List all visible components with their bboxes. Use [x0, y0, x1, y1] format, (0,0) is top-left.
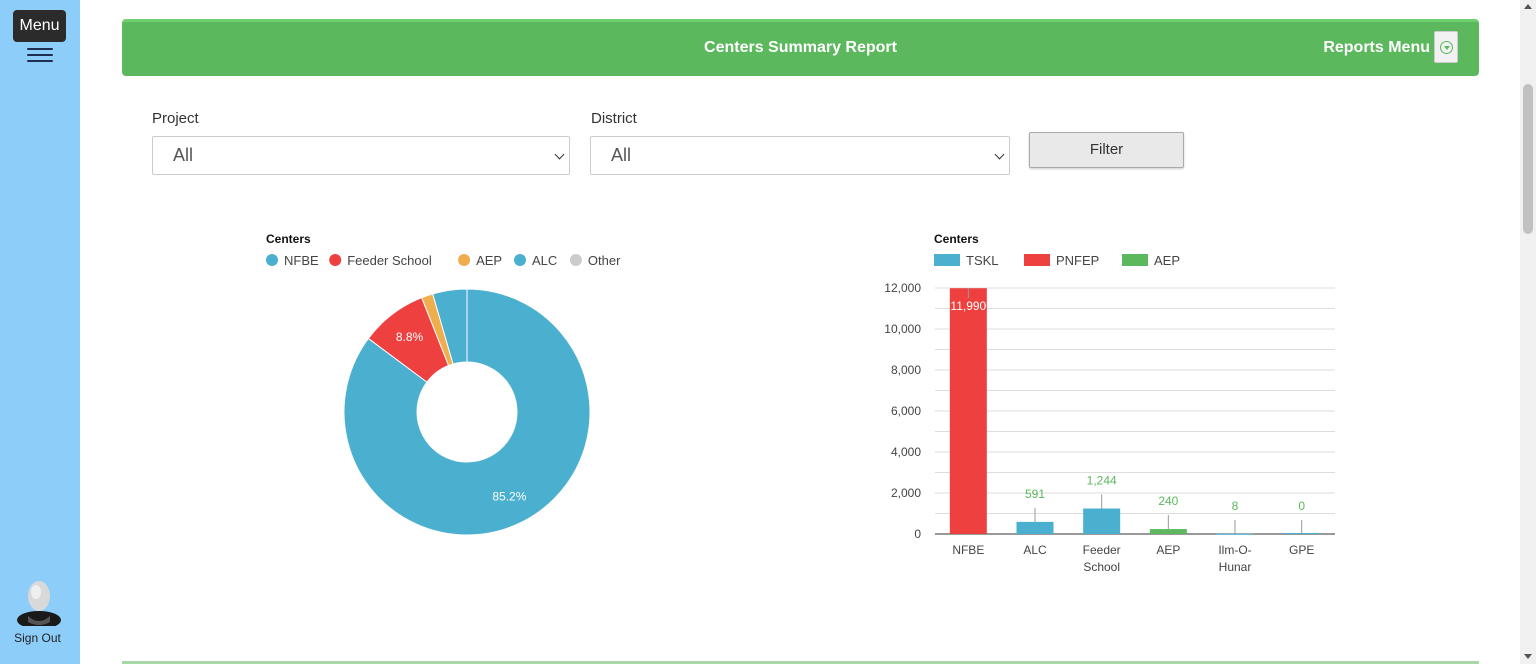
pie-slice-alc[interactable]	[432, 288, 468, 365]
scroll-thumb[interactable]	[1523, 84, 1533, 234]
chevron-down-icon	[994, 149, 1005, 160]
hamburger-icon[interactable]	[27, 48, 53, 64]
pie-legend-label: Feeder School	[347, 253, 432, 268]
sidebar: Menu Sign Out	[0, 0, 80, 664]
page-title: Centers Summary Report	[704, 39, 897, 56]
sign-out-link[interactable]: Sign Out	[14, 631, 61, 645]
bar-y-tick-label: 4,000	[891, 445, 921, 459]
pie-legend-label: AEP	[476, 253, 502, 268]
pie-legend-label: Other	[588, 253, 621, 268]
bar-pnfep[interactable]	[949, 288, 987, 534]
bar-y-tick-label: 2,000	[891, 486, 921, 500]
pie-legend-item[interactable]: ALC	[514, 253, 557, 268]
pie-legend-item[interactable]: Other	[569, 253, 621, 268]
bar-x-tick-label: ALC	[1023, 543, 1047, 557]
pie-legend-label: ALC	[532, 253, 557, 268]
pie-legend-label: NFBE	[284, 253, 319, 268]
pie-legend-swatch	[569, 254, 582, 266]
bar-legend-swatch	[1024, 254, 1050, 266]
filter-button[interactable]: Filter	[1029, 132, 1184, 168]
bar-legend-swatch	[934, 254, 960, 266]
bar-x-tick-label: GPE	[1289, 543, 1314, 557]
pie-slice-nfbe[interactable]	[343, 288, 591, 536]
district-select-value: All	[611, 145, 632, 165]
bar-legend-swatch	[1122, 254, 1148, 266]
bar-y-tick-label: 0	[914, 527, 921, 541]
bar-legend-title: Centers	[934, 232, 979, 246]
pie-legend-swatch	[266, 254, 278, 266]
project-select-value: All	[173, 145, 194, 165]
pie-legend-swatch	[514, 254, 526, 266]
bar-legend-item[interactable]: TSKL	[934, 253, 999, 268]
chevron-down-circle-icon	[1440, 41, 1453, 54]
pie-legend-swatch	[329, 254, 342, 266]
bar-tskl[interactable]	[1216, 533, 1254, 535]
bar-tskl[interactable]	[1016, 521, 1054, 534]
bar-x-tick-label: AEP	[1156, 543, 1180, 557]
bar-legend-label: PNFEP	[1056, 253, 1099, 268]
reports-menu-label[interactable]: Reports Menu	[1323, 39, 1430, 56]
bar-x-tick-label: Feeder School	[1083, 543, 1121, 574]
next-section-border	[122, 661, 1479, 664]
chevron-down-icon	[554, 149, 565, 160]
reports-menu-toggle[interactable]	[1434, 31, 1458, 63]
scroll-down-arrow-icon[interactable]	[1524, 654, 1532, 659]
project-label: Project	[152, 110, 199, 127]
centers-donut-chart: Centers NFBE Feeder School AEP ALC Other 85.2%…	[266, 232, 621, 536]
pie-legend-title: Centers	[266, 232, 311, 246]
bar-aep[interactable]	[1149, 529, 1187, 534]
report-header: Centers Summary Report Reports Menu	[122, 19, 1479, 76]
menu-button[interactable]: Menu	[13, 10, 66, 42]
district-label: District	[591, 110, 637, 127]
project-select[interactable]: All	[152, 136, 570, 175]
bar-legend-item[interactable]: AEP	[1122, 253, 1180, 268]
pie-legend-item[interactable]: AEP	[458, 253, 502, 268]
bar-total-label: 1,244	[1087, 473, 1117, 487]
bar-y-tick-label: 12,000	[884, 281, 921, 295]
scroll-up-arrow-icon[interactable]	[1524, 4, 1532, 9]
pie-legend-item[interactable]: Feeder School	[329, 253, 432, 268]
bar-total-label: 0	[1298, 499, 1305, 513]
bar-y-tick-label: 10,000	[884, 322, 921, 336]
bar-total-label: 240	[1158, 494, 1178, 508]
bar-legend-item[interactable]: PNFEP	[1024, 253, 1099, 268]
bar-tskl[interactable]	[1083, 508, 1121, 534]
district-select[interactable]: All	[590, 136, 1010, 175]
bar-legend-label: AEP	[1154, 253, 1180, 268]
pie-legend-swatch	[458, 254, 471, 266]
bar-total-label: 8	[1232, 499, 1239, 513]
bar-total-label: 11,990	[950, 299, 986, 313]
bar-legend-label: TSKL	[966, 253, 999, 268]
pie-legend-item[interactable]: NFBE	[266, 253, 319, 268]
bar-total-label: 591	[1025, 487, 1045, 501]
bar-y-tick-label: 6,000	[891, 404, 921, 418]
vertical-scrollbar[interactable]	[1520, 0, 1536, 664]
bar-x-tick-label: Ilm-O-Hunar	[1218, 543, 1251, 574]
bar-x-tick-label: NFBE	[952, 543, 984, 557]
pie-data-label: 85.2%	[492, 489, 526, 503]
bar-y-tick-label: 8,000	[891, 363, 921, 377]
avatar[interactable]	[16, 576, 62, 626]
centers-bar-chart: Centers TSKL PNFEP AEP 0 2,000 4,000 6,000 8,000…	[884, 232, 1335, 574]
pie-data-label: 8.8%	[396, 330, 424, 344]
